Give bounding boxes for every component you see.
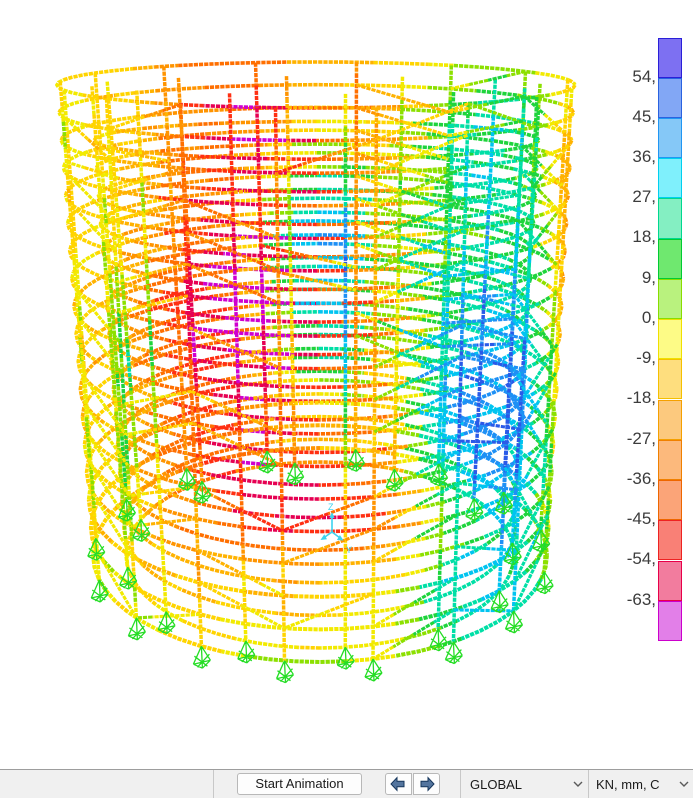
svg-text:Z: Z <box>328 502 334 512</box>
svg-text:Y: Y <box>346 545 352 555</box>
